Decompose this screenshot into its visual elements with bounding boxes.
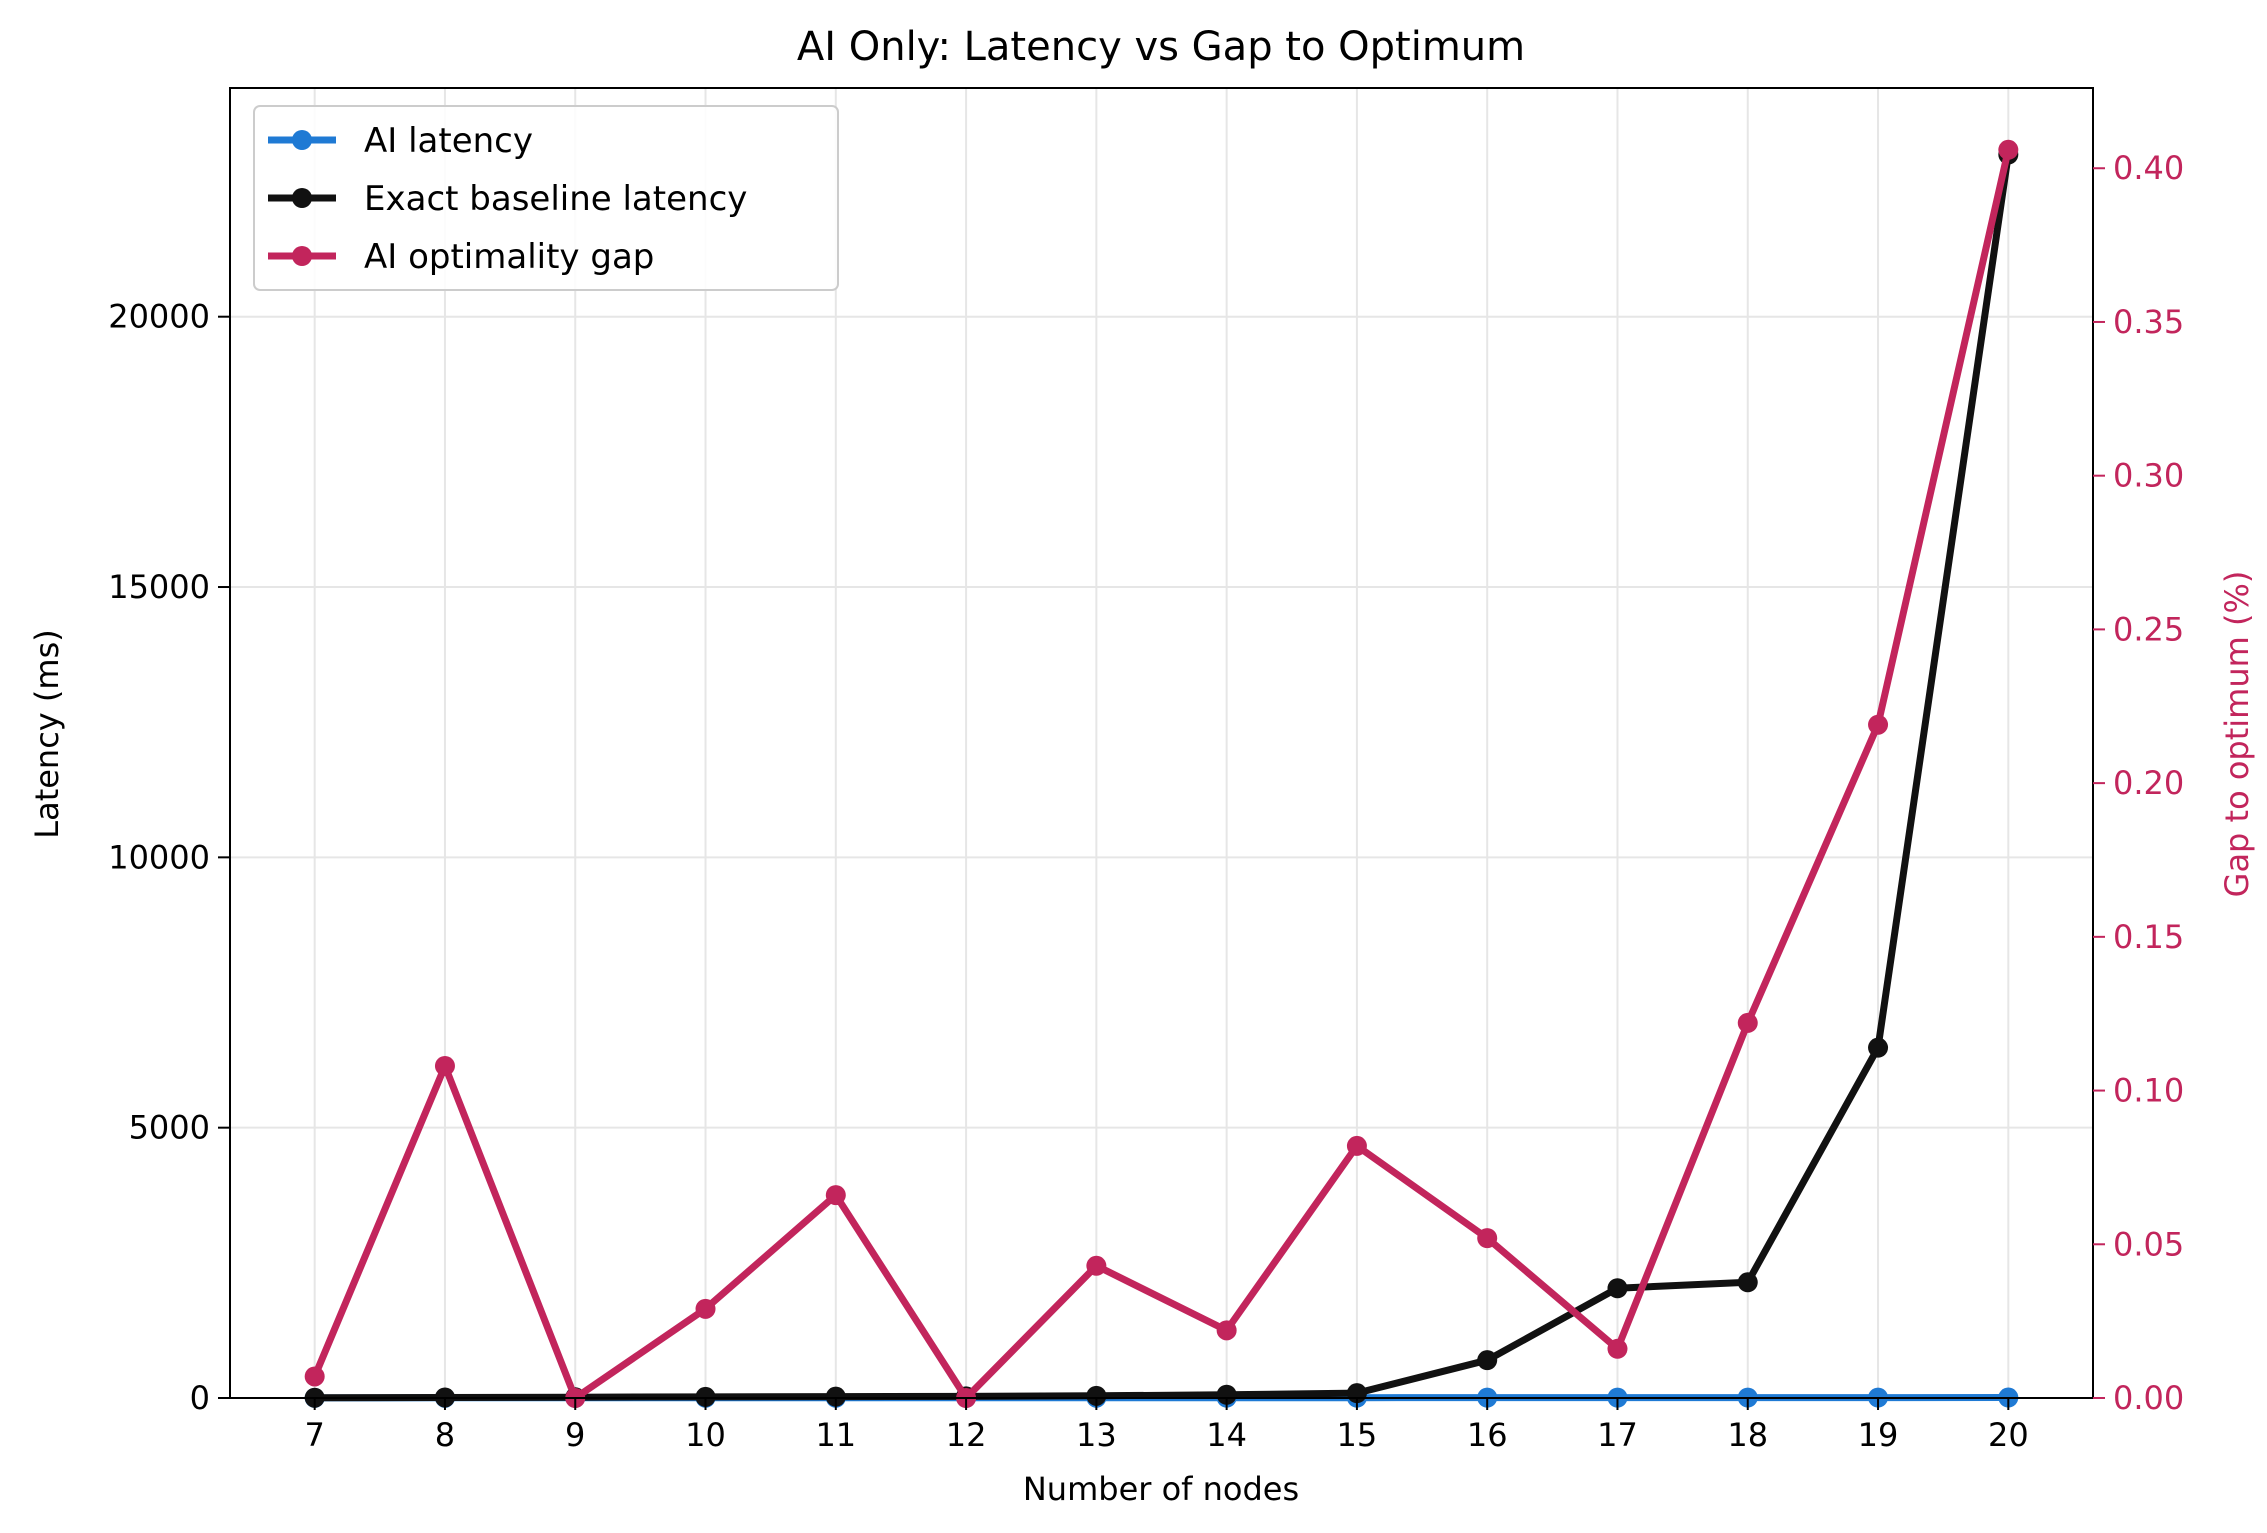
y-tick-label: 10000 [108, 838, 210, 876]
legend-marker [292, 188, 312, 208]
ai-optimality-gap-point [1216, 1320, 1237, 1341]
x-tick-label: 7 [305, 1416, 325, 1454]
ai-optimality-gap-point [1346, 1135, 1367, 1156]
y2-tick-label: 0.25 [2113, 610, 2184, 648]
y2-tick-label: 0.30 [2113, 457, 2184, 495]
x-tick-label: 20 [1988, 1416, 2029, 1454]
x-tick-label: 19 [1858, 1416, 1899, 1454]
x-tick-label: 9 [565, 1416, 585, 1454]
y-tick-label: 15000 [108, 568, 210, 606]
x-axis-label: Number of nodes [1023, 1470, 1299, 1508]
ai-optimality-gap-point [1607, 1338, 1628, 1359]
y2-tick-label: 0.35 [2113, 303, 2184, 341]
legend: AI latency Exact baseline latency AI optim… [253, 105, 839, 291]
ai-optimality-gap-point [1868, 714, 1889, 735]
plot-frame [229, 87, 2094, 1399]
y2-tick-label: 0.05 [2113, 1225, 2184, 1263]
legend-label: AI latency [364, 121, 533, 161]
x-tick-label: 8 [435, 1416, 455, 1454]
y2-tick-label: 0.10 [2113, 1072, 2184, 1110]
exact-baseline-latency-point [695, 1386, 716, 1407]
exact-baseline-latency-point [1737, 1272, 1758, 1293]
y2-tick-label: 0.20 [2113, 764, 2184, 802]
legend-marker [292, 246, 312, 266]
y-axis: 0 5000 10000 15000 20000 [108, 298, 230, 1417]
x-tick-label: 14 [1206, 1416, 1247, 1454]
ai-optimality-gap-point [304, 1366, 325, 1387]
x-tick-label: 15 [1337, 1416, 1378, 1454]
exact-baseline-latency-point [1216, 1384, 1237, 1405]
exact-baseline-latency-point [1086, 1385, 1107, 1406]
exact-baseline-latency-point [1868, 1037, 1889, 1058]
y-tick-label: 20000 [108, 298, 210, 336]
chart-title: AI Only: Latency vs Gap to Optimum [797, 24, 1525, 70]
ai-optimality-gap-point [695, 1298, 716, 1319]
ai-optimality-gap-point [1998, 139, 2019, 160]
y2-tick-label: 0.00 [2113, 1379, 2184, 1417]
ai-optimality-gap-point [1477, 1228, 1498, 1249]
legend-label: AI optimality gap [364, 237, 654, 277]
y-tick-label: 0 [190, 1379, 210, 1417]
y2-axis: 0.00 0.05 0.10 0.15 0.20 0.25 0.30 0.35 0.40 [2093, 149, 2184, 1417]
x-tick-label: 17 [1597, 1416, 1638, 1454]
legend-box [253, 105, 839, 291]
exact-baseline-latency-point [825, 1386, 846, 1407]
ai-optimality-gap-line [311, 146, 2012, 1402]
ai-optimality-gap-point [1737, 1012, 1758, 1033]
legend-label: Exact baseline latency [364, 179, 747, 219]
y2-axis-label: Gap to optimum (%) [2218, 571, 2256, 898]
exact-baseline-latency-point [1477, 1350, 1498, 1371]
y-axis-label: Latency (ms) [28, 629, 66, 838]
exact-baseline-latency-point [1607, 1278, 1628, 1299]
x-tick-label: 18 [1727, 1416, 1768, 1454]
x-tick-label: 11 [815, 1416, 856, 1454]
x-tick-label: 12 [946, 1416, 987, 1454]
x-tick-label: 16 [1467, 1416, 1508, 1454]
y2-tick-label: 0.40 [2113, 149, 2184, 187]
y2-tick-label: 0.15 [2113, 918, 2184, 956]
legend-marker [292, 130, 312, 150]
ai-optimality-gap-point [1086, 1255, 1107, 1276]
ai-optimality-gap-point [825, 1185, 846, 1206]
x-tick-label: 10 [685, 1416, 726, 1454]
x-axis: 7 8 9 10 11 12 13 14 15 16 17 18 19 20 [305, 1398, 2029, 1454]
ai-optimality-gap-point [434, 1055, 455, 1076]
y-tick-label: 5000 [129, 1109, 210, 1147]
x-tick-label: 13 [1076, 1416, 1117, 1454]
